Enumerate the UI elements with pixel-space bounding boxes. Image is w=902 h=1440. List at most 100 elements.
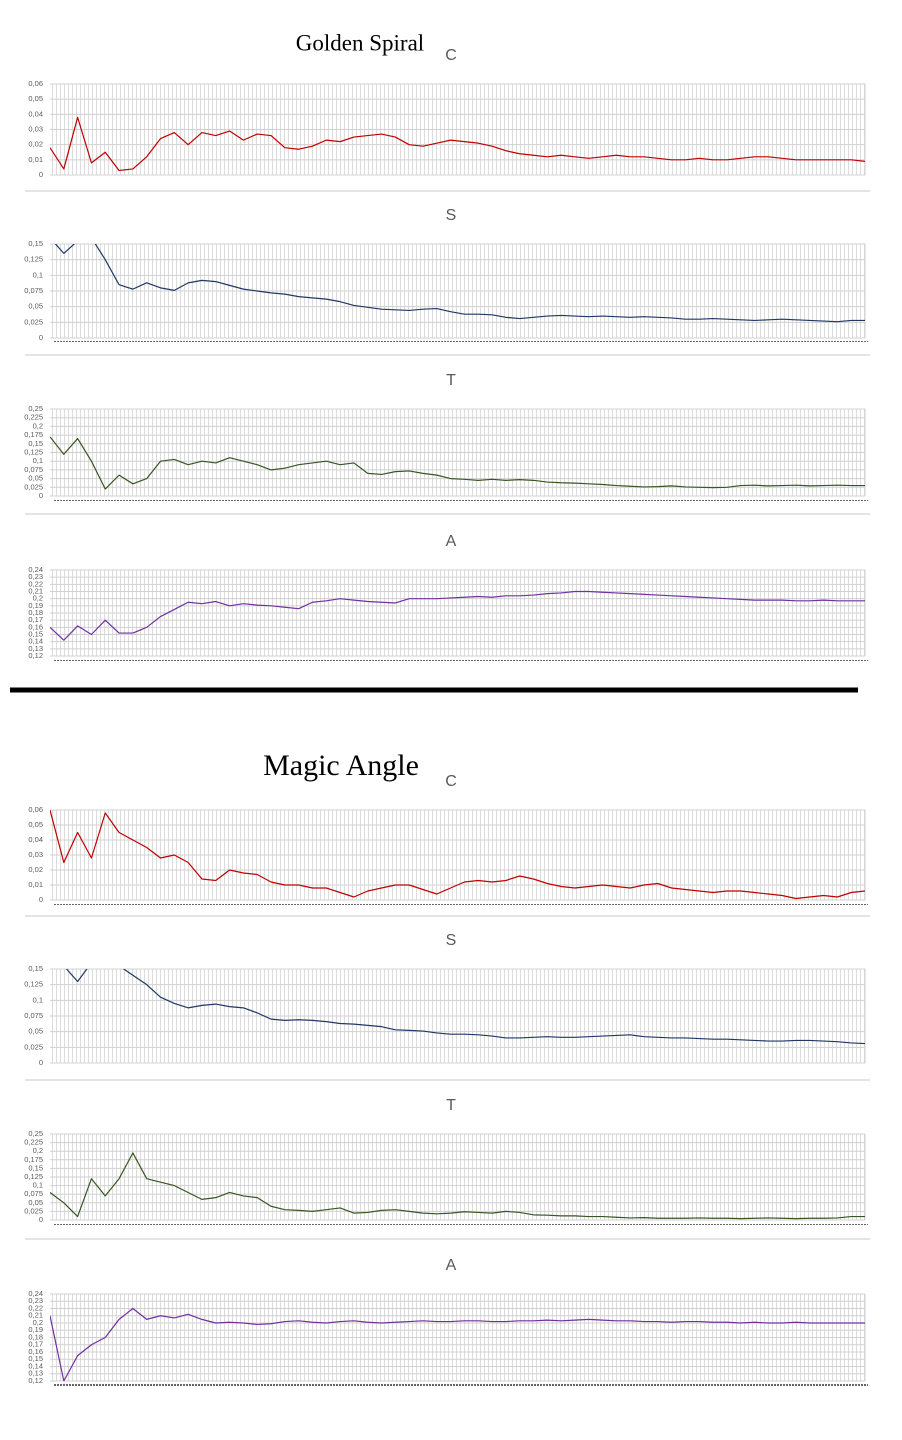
y-tick-label: 0,01 <box>28 880 43 889</box>
y-tick-label: 0,2 <box>33 594 43 603</box>
y-tick-label: 0,23 <box>28 572 43 581</box>
chart-title: A <box>446 1257 457 1274</box>
y-tick-label: 0,13 <box>28 644 43 653</box>
y-tick-label: 0,05 <box>28 302 43 311</box>
y-tick-label: 0,15 <box>28 1163 43 1172</box>
y-tick-label: 0,2 <box>33 1318 43 1327</box>
y-tick-label: 0,225 <box>24 413 43 422</box>
y-tick-label: 0,125 <box>24 980 43 989</box>
y-tick-label: 0,02 <box>28 140 43 149</box>
x-axis <box>53 499 868 501</box>
y-tick-label: 0,125 <box>24 447 43 456</box>
y-tick-label: 0,075 <box>24 1011 43 1020</box>
y-tick-label: 0,16 <box>28 622 43 631</box>
y-tick-label: 0,17 <box>28 615 43 624</box>
y-tick-label: 0,16 <box>28 1347 43 1356</box>
section-heading: Magic Angle <box>263 749 419 782</box>
y-tick-label: 0 <box>39 1058 43 1067</box>
y-tick-label: 0 <box>39 333 43 342</box>
y-tick-label: 0 <box>39 170 43 179</box>
y-tick-label: 0,23 <box>28 1296 43 1305</box>
chart-title: T <box>446 372 456 389</box>
x-axis <box>53 1384 868 1386</box>
y-tick-label: 0 <box>39 1215 43 1224</box>
y-tick-label: 0,19 <box>28 1325 43 1334</box>
x-axis <box>53 1066 868 1068</box>
y-tick-label: 0,175 <box>24 1155 43 1164</box>
y-tick-label: 0,06 <box>28 805 43 814</box>
y-tick-label: 0,03 <box>28 124 43 133</box>
y-tick-label: 0,025 <box>24 1206 43 1215</box>
x-axis <box>53 903 868 905</box>
y-tick-label: 0,12 <box>28 651 43 660</box>
y-tick-label: 0,03 <box>28 850 43 859</box>
data-line <box>50 590 865 641</box>
data-line <box>50 436 865 490</box>
y-tick-label: 0,125 <box>24 1172 43 1181</box>
chart-title: C <box>445 773 457 790</box>
data-line <box>50 116 865 172</box>
chart-title: T <box>446 1097 456 1114</box>
section-heading: Golden Spiral <box>296 30 424 55</box>
y-tick-label: 0,15 <box>28 239 43 248</box>
y-tick-label: 0,22 <box>28 1303 43 1312</box>
y-tick-label: 0,02 <box>28 865 43 874</box>
chart-title: S <box>446 932 457 949</box>
y-tick-label: 0,125 <box>24 255 43 264</box>
y-tick-label: 0 <box>39 895 43 904</box>
y-tick-label: 0,06 <box>28 79 43 88</box>
y-tick-label: 0,25 <box>28 1129 43 1138</box>
y-tick-label: 0,19 <box>28 601 43 610</box>
y-tick-label: 0,05 <box>28 820 43 829</box>
y-tick-label: 0,18 <box>28 608 43 617</box>
y-tick-label: 0,15 <box>28 629 43 638</box>
data-line <box>50 1152 865 1220</box>
chart-title: A <box>446 533 457 550</box>
data-line <box>54 244 865 323</box>
y-tick-label: 0,01 <box>28 155 43 164</box>
y-tick-label: 0,21 <box>28 1311 43 1320</box>
y-tick-label: 0,14 <box>28 637 43 646</box>
y-tick-label: 0,1 <box>33 995 43 1004</box>
y-tick-label: 0,05 <box>28 474 43 483</box>
chart-title: C <box>445 47 457 64</box>
y-tick-label: 0,24 <box>28 1289 43 1298</box>
y-tick-label: 0,15 <box>28 964 43 973</box>
data-line <box>65 969 865 1045</box>
y-tick-label: 0,025 <box>24 482 43 491</box>
y-tick-label: 0,2 <box>33 421 43 430</box>
x-axis <box>53 178 868 180</box>
y-tick-label: 0,075 <box>24 1189 43 1198</box>
y-tick-label: 0,13 <box>28 1369 43 1378</box>
y-tick-label: 0,225 <box>24 1138 43 1147</box>
y-tick-label: 0,25 <box>28 404 43 413</box>
y-tick-label: 0,075 <box>24 286 43 295</box>
y-tick-label: 0,04 <box>28 109 43 118</box>
y-tick-label: 0,2 <box>33 1146 43 1155</box>
x-axis <box>53 1223 868 1225</box>
y-tick-label: 0,17 <box>28 1340 43 1349</box>
y-tick-label: 0,025 <box>24 317 43 326</box>
y-tick-label: 0,075 <box>24 465 43 474</box>
y-tick-label: 0,22 <box>28 579 43 588</box>
y-tick-label: 0,05 <box>28 1198 43 1207</box>
chart-title: S <box>446 207 457 224</box>
y-tick-label: 0,04 <box>28 835 43 844</box>
y-tick-label: 0,1 <box>33 270 43 279</box>
y-tick-label: 0,025 <box>24 1042 43 1051</box>
y-tick-label: 0,05 <box>28 1027 43 1036</box>
data-line <box>50 810 865 900</box>
data-line <box>50 1307 865 1381</box>
y-tick-label: 0,1 <box>33 1181 43 1190</box>
y-tick-label: 0,05 <box>28 94 43 103</box>
y-tick-label: 0,12 <box>28 1376 43 1385</box>
y-tick-label: 0,21 <box>28 586 43 595</box>
y-tick-label: 0,15 <box>28 439 43 448</box>
y-tick-label: 0,175 <box>24 430 43 439</box>
y-tick-label: 0,18 <box>28 1332 43 1341</box>
y-tick-label: 0,1 <box>33 456 43 465</box>
y-tick-label: 0,15 <box>28 1354 43 1363</box>
y-tick-label: 0,14 <box>28 1361 43 1370</box>
y-tick-label: 0 <box>39 491 43 500</box>
